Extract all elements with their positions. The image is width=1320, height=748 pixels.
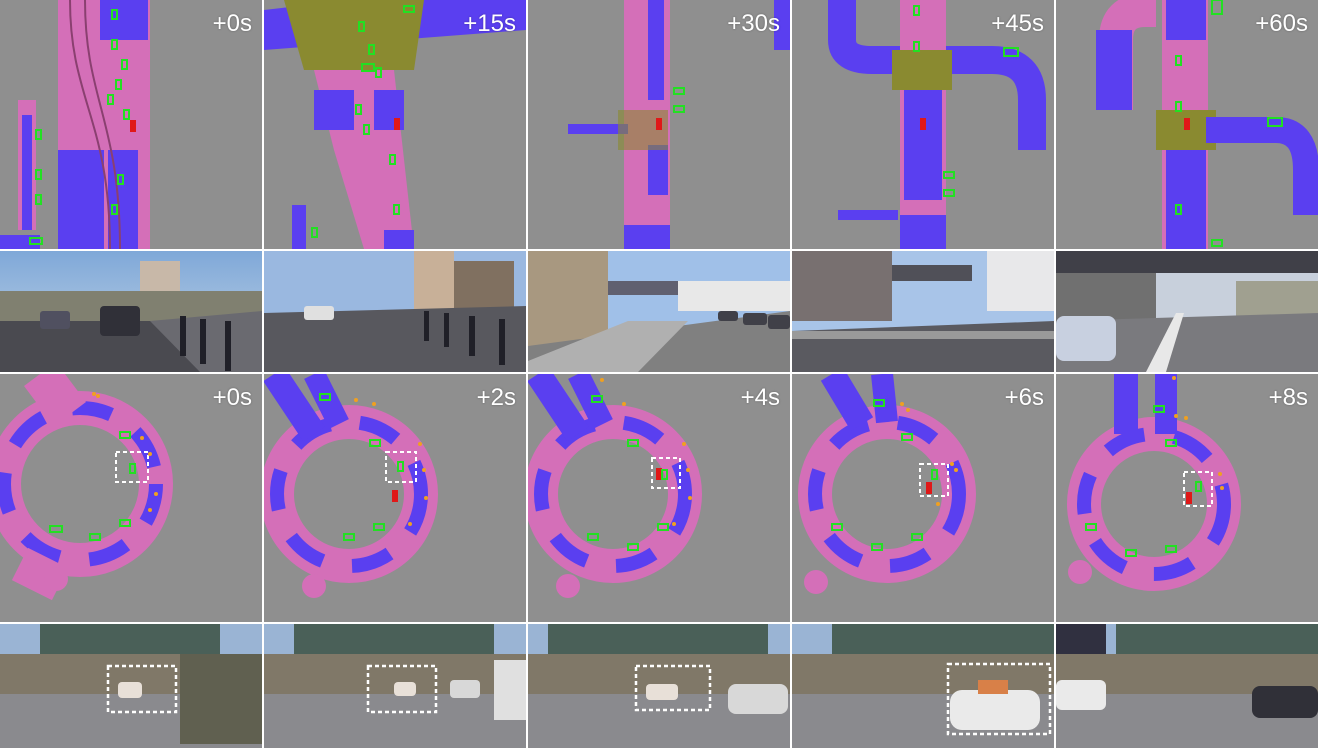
roundabout-panel-3: +4s [528,374,790,622]
timestamp-label: +4s [740,384,780,411]
timestamp-label: +8s [1268,384,1308,411]
agent-boxes [311,5,415,238]
map-drawing [528,0,790,249]
highlight-box [366,664,438,714]
map-panel-1: +0s [0,0,262,249]
highlight-box [115,451,149,483]
agent-boxes [673,87,685,113]
camera-frame-5 [1056,251,1318,372]
camera-frame-6 [0,624,262,748]
ego-vehicle [656,468,662,480]
timestamp-label: +30s [727,10,780,37]
ego-vehicle [394,118,400,130]
camera-frame-3 [528,251,790,372]
ego-vehicle [656,118,662,130]
timestamp-label: +0s [212,10,252,37]
highlight-box [919,463,949,497]
camera-frame-8 [528,624,790,748]
ego-vehicle [1184,118,1190,130]
agent-boxes [29,9,130,245]
roundabout-drawing [0,374,262,622]
roundabout-drawing [264,374,526,622]
roundabout-panel-1: +0s [0,374,262,622]
map-drawing [0,0,262,249]
roundabout-panel-2: +2s [264,374,526,622]
map-drawing [1056,0,1318,249]
map-row-top: +0s +15s [0,0,1320,249]
highlight-box [946,662,1052,736]
highlight-box [385,451,417,483]
map-row-bottom: +0s +2s [0,374,1320,622]
roundabout-panel-4: +6s [792,374,1054,622]
roundabout-drawing [1056,374,1318,622]
agent-boxes [913,5,1019,197]
map-panel-4: +45s [792,0,1054,249]
highlight-box [634,664,712,712]
camera-frame-4 [792,251,1054,372]
map-panel-3: +30s [528,0,790,249]
camera-frame-9 [792,624,1054,748]
roundabout-panel-5: +8s [1056,374,1318,622]
timestamp-label: +60s [1255,10,1308,37]
camera-frame-10 [1056,624,1318,748]
map-panel-5: +60s [1056,0,1318,249]
timestamp-label: +2s [476,384,516,411]
roundabout-drawing [792,374,1054,622]
camera-frame-1 [0,251,262,372]
ego-vehicle [130,120,136,132]
highlight-box [651,457,681,489]
roundabout-drawing [528,374,790,622]
highlight-box [106,664,178,714]
ego-vehicle [1186,492,1192,504]
ego-vehicle [392,490,398,502]
camera-frame-7 [264,624,526,748]
timestamp-label: +0s [212,384,252,411]
ego-vehicle [926,482,932,494]
timestamp-label: +6s [1004,384,1044,411]
ego-vehicle [920,118,926,130]
map-drawing [264,0,526,249]
agent-boxes [1175,0,1283,247]
camera-row-bottom [0,624,1320,748]
map-panel-2: +15s [264,0,526,249]
highlight-box [1183,471,1213,507]
timestamp-label: +45s [991,10,1044,37]
camera-frame-2 [264,251,526,372]
camera-row-top [0,251,1320,372]
timestamp-label: +15s [463,10,516,37]
map-drawing [792,0,1054,249]
